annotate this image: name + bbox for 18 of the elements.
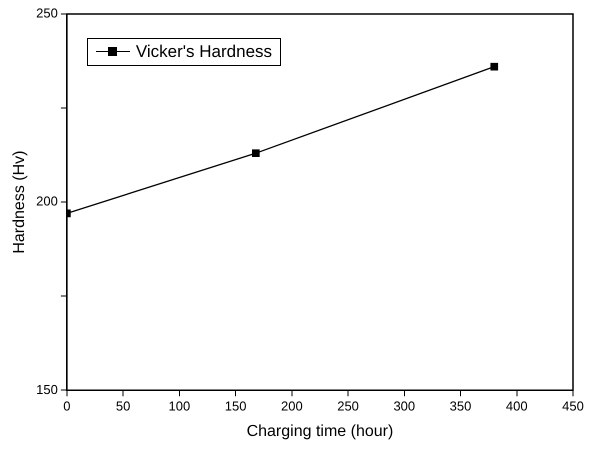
legend-label: Vicker's Hardness (136, 42, 272, 62)
x-axis-title: Charging time (hour) (246, 422, 394, 440)
point (490, 62, 498, 70)
x-tick-label: 0 (63, 398, 71, 414)
point (252, 149, 260, 158)
x-tick-label: 150 (224, 398, 246, 414)
x-tick-label: 100 (168, 398, 190, 414)
x-tick-label: 350 (450, 398, 472, 414)
x-tick-label: 250 (337, 398, 359, 414)
y-tick-label: 200 (36, 194, 58, 209)
y-tick-label: 250 (36, 6, 58, 21)
x-tick-label: 50 (116, 398, 130, 414)
y-axis-title: Hardness (Hv) (11, 150, 28, 254)
x-tick-label: 200 (280, 398, 303, 414)
x-tick-label: 400 (506, 398, 528, 414)
x-tick-label: 450 (562, 398, 584, 414)
x-tick-label: 300 (393, 398, 416, 414)
y-tick-label: 150 (36, 382, 58, 397)
